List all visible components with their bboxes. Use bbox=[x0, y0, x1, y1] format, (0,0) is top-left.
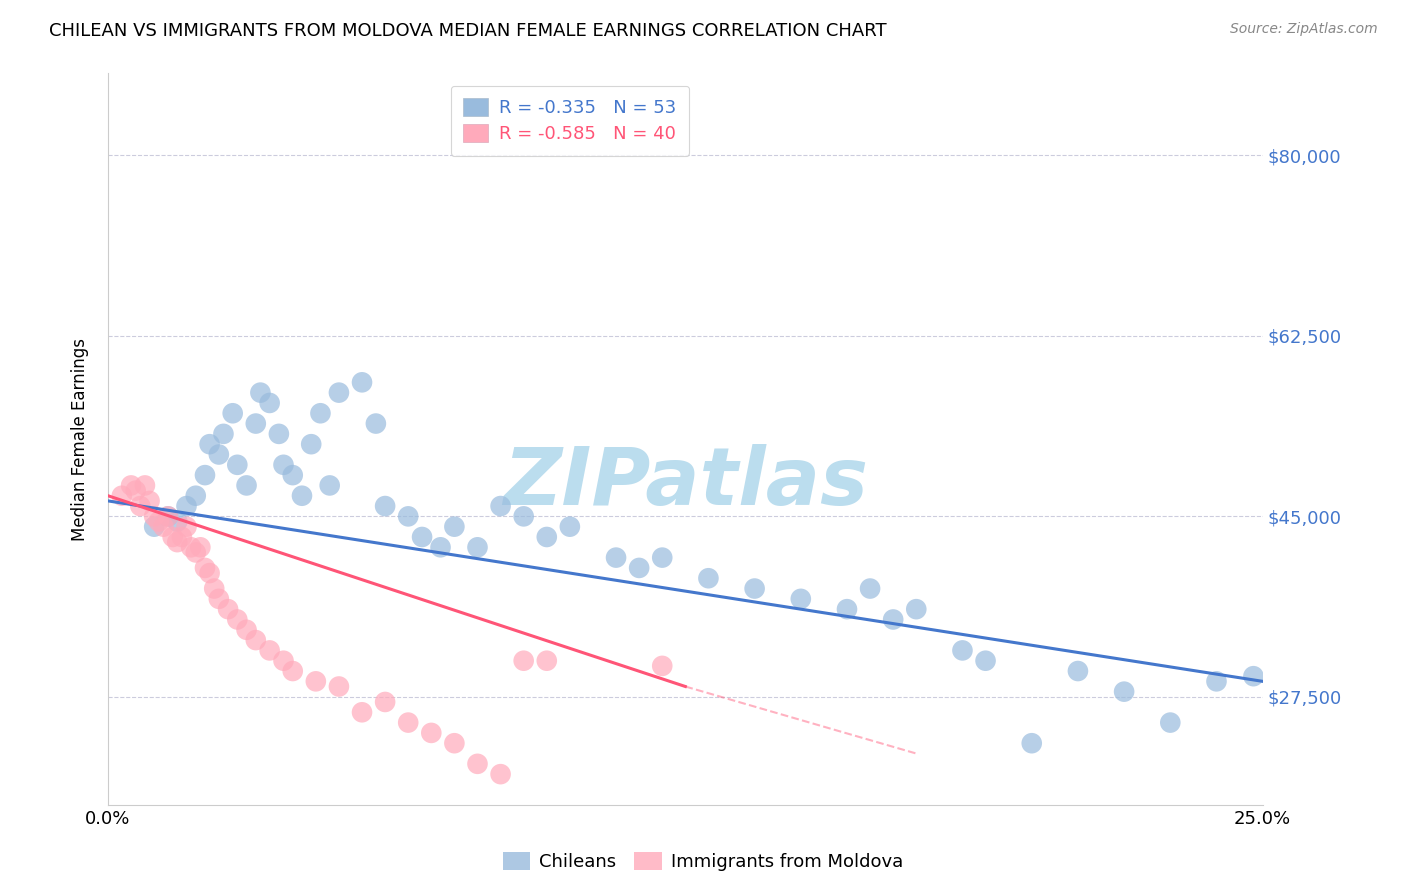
Point bbox=[429, 541, 451, 555]
Point bbox=[212, 426, 235, 441]
Point bbox=[129, 499, 152, 513]
Point bbox=[143, 509, 166, 524]
Point bbox=[180, 541, 202, 555]
Y-axis label: Median Female Earnings: Median Female Earnings bbox=[72, 337, 89, 541]
Point bbox=[651, 658, 673, 673]
Point bbox=[291, 489, 314, 503]
Point bbox=[208, 448, 231, 462]
Point bbox=[166, 535, 188, 549]
Point bbox=[512, 654, 534, 668]
Point bbox=[162, 530, 184, 544]
Point bbox=[267, 426, 290, 441]
Text: ZIPatlas: ZIPatlas bbox=[503, 444, 868, 522]
Point bbox=[245, 633, 267, 648]
Point bbox=[235, 478, 257, 492]
Point bbox=[420, 726, 443, 740]
Point bbox=[605, 550, 627, 565]
Point bbox=[905, 602, 928, 616]
Point bbox=[138, 494, 160, 508]
Point bbox=[1241, 669, 1264, 683]
Point bbox=[148, 515, 170, 529]
Text: Source: ZipAtlas.com: Source: ZipAtlas.com bbox=[1230, 22, 1378, 37]
Point bbox=[374, 695, 396, 709]
Point bbox=[157, 509, 180, 524]
Point bbox=[125, 483, 148, 498]
Text: CHILEAN VS IMMIGRANTS FROM MOLDOVA MEDIAN FEMALE EARNINGS CORRELATION CHART: CHILEAN VS IMMIGRANTS FROM MOLDOVA MEDIA… bbox=[49, 22, 887, 40]
Point bbox=[835, 602, 858, 616]
Point bbox=[299, 437, 322, 451]
Point bbox=[305, 674, 328, 689]
Point bbox=[744, 582, 766, 596]
Point bbox=[222, 406, 245, 420]
Point bbox=[1067, 664, 1090, 678]
Point bbox=[1205, 674, 1227, 689]
Point bbox=[273, 458, 295, 472]
Point bbox=[1114, 684, 1136, 698]
Point bbox=[536, 654, 558, 668]
Point bbox=[245, 417, 267, 431]
Point bbox=[190, 541, 212, 555]
Point bbox=[226, 458, 249, 472]
Point bbox=[309, 406, 332, 420]
Point bbox=[467, 756, 489, 771]
Point bbox=[134, 478, 156, 492]
Point bbox=[697, 571, 720, 585]
Point bbox=[328, 385, 350, 400]
Point bbox=[443, 519, 465, 533]
Point bbox=[111, 489, 134, 503]
Point bbox=[318, 478, 340, 492]
Point bbox=[396, 715, 419, 730]
Point bbox=[1159, 715, 1181, 730]
Point bbox=[152, 519, 174, 533]
Point bbox=[208, 591, 231, 606]
Legend: R = -0.335   N = 53, R = -0.585   N = 40: R = -0.335 N = 53, R = -0.585 N = 40 bbox=[450, 86, 689, 156]
Point bbox=[328, 680, 350, 694]
Point bbox=[512, 509, 534, 524]
Point bbox=[226, 612, 249, 626]
Point bbox=[120, 478, 142, 492]
Point bbox=[176, 519, 198, 533]
Point bbox=[974, 654, 997, 668]
Point bbox=[396, 509, 419, 524]
Point bbox=[443, 736, 465, 750]
Point bbox=[790, 591, 813, 606]
Point bbox=[374, 499, 396, 513]
Point bbox=[882, 612, 904, 626]
Point bbox=[198, 437, 221, 451]
Point bbox=[259, 396, 281, 410]
Point bbox=[202, 582, 225, 596]
Point bbox=[198, 566, 221, 580]
Point bbox=[558, 519, 581, 533]
Point bbox=[281, 664, 304, 678]
Point bbox=[184, 545, 207, 559]
Point bbox=[364, 417, 387, 431]
Point bbox=[157, 509, 180, 524]
Point bbox=[143, 519, 166, 533]
Point bbox=[176, 499, 198, 513]
Point bbox=[952, 643, 974, 657]
Point bbox=[194, 561, 217, 575]
Point bbox=[536, 530, 558, 544]
Point bbox=[194, 468, 217, 483]
Point bbox=[350, 706, 373, 720]
Point bbox=[235, 623, 257, 637]
Point bbox=[651, 550, 673, 565]
Point bbox=[281, 468, 304, 483]
Legend: Chileans, Immigrants from Moldova: Chileans, Immigrants from Moldova bbox=[496, 846, 910, 879]
Point bbox=[184, 489, 207, 503]
Point bbox=[166, 515, 188, 529]
Point bbox=[411, 530, 433, 544]
Point bbox=[259, 643, 281, 657]
Point bbox=[1021, 736, 1043, 750]
Point bbox=[859, 582, 882, 596]
Point bbox=[350, 376, 373, 390]
Point bbox=[467, 541, 489, 555]
Point bbox=[170, 530, 193, 544]
Point bbox=[489, 767, 512, 781]
Point bbox=[489, 499, 512, 513]
Point bbox=[249, 385, 271, 400]
Point bbox=[273, 654, 295, 668]
Point bbox=[217, 602, 239, 616]
Point bbox=[628, 561, 651, 575]
